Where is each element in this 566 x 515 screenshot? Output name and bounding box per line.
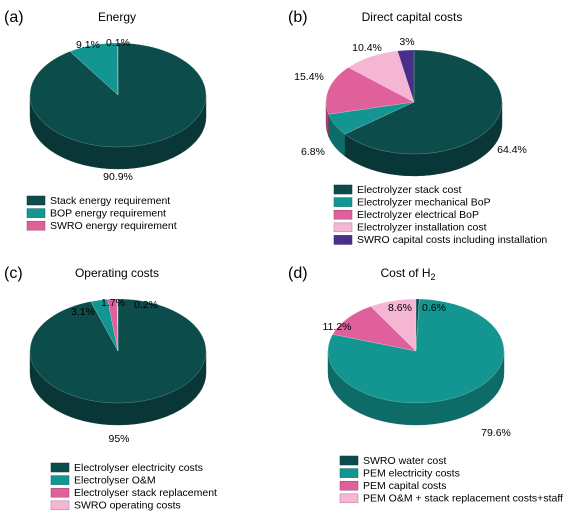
chart-title: Energy <box>98 10 136 24</box>
pie-slice-swro-energy-requirement <box>117 42 119 96</box>
legend-swatch <box>26 208 46 218</box>
pie-slice-stack-energy-requirement <box>29 42 207 148</box>
legend-swatch <box>339 468 359 478</box>
chart-title: Cost of H2 <box>380 266 435 282</box>
legend: Electrolyser electricity costsElectrolys… <box>50 462 217 512</box>
value-label: 0.2% <box>134 299 158 311</box>
value-label: 11.2% <box>323 321 352 333</box>
legend-swatch <box>50 487 70 498</box>
pie-panel-1: (a) Energy 90.9% 9.1% 0.1% Stack energy requi… <box>4 9 207 232</box>
legend-label: SWRO water cost <box>363 455 447 467</box>
pie-slice-pem-o-m-stack-replacement-costs-staff <box>370 298 417 352</box>
legend-swatch <box>333 184 353 195</box>
legend-label: Electrolyser stack replacement <box>74 487 217 499</box>
legend-label: Electrolyzer stack cost <box>357 184 462 196</box>
pie-slice-swro-water-cost <box>415 298 420 352</box>
panel-label: (c) <box>4 265 23 282</box>
legend-label: SWRO capital costs including installatio… <box>357 234 547 246</box>
panel-label: (d) <box>288 265 308 282</box>
pie-slice-pem-electricity-costs <box>327 298 505 404</box>
legend-swatch <box>333 209 353 220</box>
panel-label: (a) <box>4 9 24 26</box>
legend-swatch <box>50 500 70 511</box>
legend-swatch <box>26 220 46 231</box>
legend-swatch <box>333 222 353 233</box>
value-label: 1.7% <box>101 297 125 309</box>
pie-slice-electrolyzer-electrical-bop <box>325 67 415 115</box>
pie-slice-bop-energy-requirement <box>69 42 119 96</box>
value-label: 3% <box>399 36 414 48</box>
legend-swatch <box>50 462 70 473</box>
pie-panel-4: (d) Cost of H2 0.6% 79.6% 11.2% 8.6% SWRO wate… <box>288 265 563 504</box>
legend-swatch <box>333 235 353 245</box>
legend-label: Stack energy requirement <box>50 195 170 207</box>
pie-slice-electrolyzer-installation-cost <box>347 50 415 103</box>
pie-top <box>29 42 207 148</box>
pie-slice-electrolyser-stack-replacement <box>107 298 119 352</box>
legend-label: PEM electricity costs <box>363 467 460 479</box>
legend-label: SWRO energy requirement <box>50 220 177 232</box>
value-label: 0.1% <box>106 37 130 49</box>
legend-swatch <box>50 475 70 485</box>
chart-title: Direct capital costs <box>362 10 463 24</box>
value-label: 90.9% <box>103 171 133 183</box>
value-label: 64.4% <box>497 144 527 156</box>
legend-swatch <box>339 455 359 466</box>
value-label: 3.1% <box>71 306 95 318</box>
pie-top <box>327 298 505 404</box>
value-label: 6.8% <box>301 146 325 158</box>
pie-side <box>325 101 503 177</box>
chart-title: Operating costs <box>75 266 159 280</box>
legend-swatch <box>333 197 353 207</box>
pie-slice-swro-capital-costs-including-installation <box>397 49 415 103</box>
pie-slice-pem-capital-costs <box>332 306 417 352</box>
legend-label: PEM O&M + stack replacement costs+staff <box>363 493 563 505</box>
pie-slice-swro-operating-costs <box>116 298 119 352</box>
panel-label: (b) <box>288 9 308 26</box>
pie-top <box>325 49 503 155</box>
pie-panel-3: (c) Operating costs 95% 3.1% 1.7% 0.2% Electro… <box>4 265 217 511</box>
pie-panel-2: (b) Direct capital costs 64.4% 6.8% 15.4% 10.… <box>288 9 547 246</box>
pie-slice-electrolyser-electricity-costs <box>29 298 207 404</box>
legend-label: Electrolyzer mechanical BoP <box>357 196 491 208</box>
pie-slice-electrolyzer-mechanical-bop <box>328 101 415 135</box>
legend-swatch <box>339 493 359 504</box>
legend-label: Electrolyzer installation cost <box>357 222 487 234</box>
legend-label: SWRO operating costs <box>74 500 181 512</box>
value-label: 8.6% <box>388 302 412 314</box>
pie-slice-electrolyzer-stack-cost <box>344 49 503 155</box>
legend-label: BOP energy requirement <box>50 207 166 219</box>
value-label: 15.4% <box>294 71 324 83</box>
legend-label: Electrolyser O&M <box>74 474 156 486</box>
legend-label: Electrolyser electricity costs <box>74 462 203 474</box>
pie-slice-electrolyser-o-m <box>90 299 119 352</box>
value-label: 10.4% <box>352 42 382 54</box>
pie-top <box>29 298 207 404</box>
legend-swatch <box>339 480 359 491</box>
value-label: 9.1% <box>76 39 100 51</box>
value-label: 0.6% <box>422 302 446 314</box>
legend-label: PEM capital costs <box>363 480 446 492</box>
legend-swatch <box>26 195 46 206</box>
legend-label: Electrolyzer electrical BoP <box>357 209 479 221</box>
value-label: 79.6% <box>481 427 511 439</box>
value-label: 95% <box>108 433 129 445</box>
